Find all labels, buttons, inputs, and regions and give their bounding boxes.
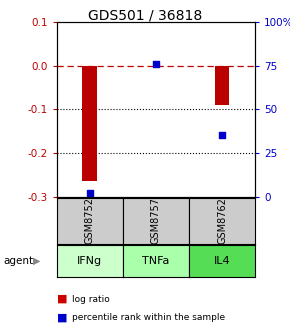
Bar — [215, 66, 229, 105]
Text: TNFa: TNFa — [142, 256, 170, 266]
Text: ▶: ▶ — [33, 256, 41, 266]
Text: GDS501 / 36818: GDS501 / 36818 — [88, 8, 202, 23]
Point — [87, 191, 92, 196]
Text: ■: ■ — [57, 294, 67, 304]
Text: IFNg: IFNg — [77, 256, 102, 266]
Bar — [82, 66, 97, 181]
Text: GSM8762: GSM8762 — [217, 198, 227, 244]
Text: ■: ■ — [57, 312, 67, 323]
Text: agent: agent — [3, 256, 33, 266]
Text: GSM8752: GSM8752 — [85, 198, 95, 244]
Text: percentile rank within the sample: percentile rank within the sample — [72, 313, 226, 322]
Point — [154, 61, 158, 67]
Text: GSM8757: GSM8757 — [151, 198, 161, 244]
Point — [220, 133, 224, 138]
Text: IL4: IL4 — [214, 256, 230, 266]
Text: log ratio: log ratio — [72, 295, 110, 303]
